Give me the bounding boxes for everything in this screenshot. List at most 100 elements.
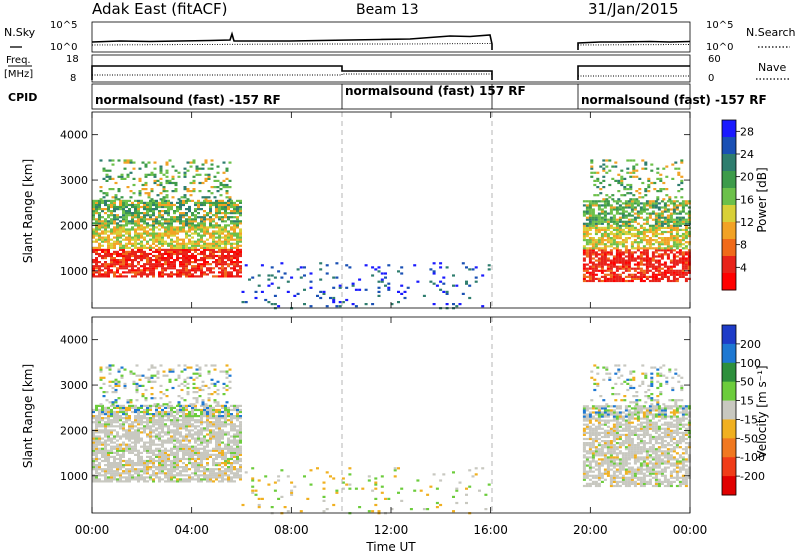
range-cell bbox=[119, 263, 122, 266]
range-cell bbox=[186, 376, 190, 379]
range-cell bbox=[137, 459, 140, 463]
range-cell bbox=[98, 464, 101, 467]
range-cell bbox=[635, 163, 639, 166]
range-cell bbox=[152, 429, 155, 432]
range-cell bbox=[185, 429, 188, 432]
range-cell bbox=[627, 253, 631, 256]
range-cell bbox=[107, 408, 110, 412]
range-cell bbox=[630, 204, 634, 207]
range-cell bbox=[221, 472, 224, 475]
range-cell bbox=[397, 301, 400, 304]
range-cell bbox=[615, 241, 619, 244]
range-cell bbox=[182, 439, 185, 442]
range-cell bbox=[267, 274, 271, 277]
range-cell bbox=[639, 239, 643, 242]
range-cell bbox=[149, 261, 152, 264]
range-cell bbox=[161, 472, 164, 475]
range-cell bbox=[194, 421, 197, 424]
range-cell bbox=[380, 278, 384, 281]
range-cell bbox=[197, 421, 200, 424]
range-cell bbox=[236, 265, 239, 268]
range-cell bbox=[131, 269, 134, 272]
range-cell bbox=[600, 263, 604, 266]
range-cell bbox=[134, 199, 137, 202]
range-cell bbox=[629, 175, 633, 178]
range-cell bbox=[182, 468, 185, 471]
range-cell bbox=[215, 259, 218, 262]
range-cell bbox=[215, 468, 218, 471]
range-cell bbox=[209, 203, 212, 207]
range-cell bbox=[95, 472, 98, 475]
range-cell bbox=[681, 220, 685, 223]
range-cell bbox=[390, 508, 394, 511]
range-cell bbox=[179, 261, 182, 264]
range-cell bbox=[236, 417, 239, 420]
range-cell bbox=[585, 423, 589, 426]
range-cell bbox=[639, 259, 643, 262]
range-cell bbox=[104, 480, 107, 483]
range-cell bbox=[125, 230, 128, 233]
range-cell bbox=[630, 241, 634, 244]
range-cell bbox=[110, 410, 113, 414]
range-cell bbox=[588, 444, 592, 447]
range-cell bbox=[615, 255, 619, 258]
range-cell bbox=[99, 378, 103, 381]
range-cell bbox=[212, 226, 215, 229]
range-cell bbox=[633, 257, 637, 260]
range-cell bbox=[608, 159, 612, 162]
range-cell bbox=[645, 251, 649, 254]
range-cell bbox=[143, 459, 146, 463]
range-cell bbox=[594, 216, 598, 219]
range-cell bbox=[591, 237, 595, 240]
range-cell bbox=[239, 410, 242, 414]
range-cell bbox=[140, 468, 143, 471]
range-cell bbox=[257, 479, 261, 482]
range-cell bbox=[170, 441, 173, 444]
range-cell bbox=[215, 208, 218, 211]
range-cell bbox=[609, 271, 613, 274]
range-cell bbox=[194, 257, 197, 260]
range-cell bbox=[642, 230, 646, 234]
range-cell bbox=[152, 459, 155, 463]
range-cell bbox=[606, 200, 610, 203]
range-cell bbox=[164, 413, 167, 416]
range-cell bbox=[227, 242, 230, 245]
range-cell bbox=[128, 212, 131, 215]
range-cell bbox=[603, 212, 607, 215]
range-cell bbox=[101, 480, 104, 483]
range-cell bbox=[663, 261, 667, 264]
range-cell bbox=[110, 242, 113, 245]
range-cell bbox=[179, 445, 182, 448]
range-cell bbox=[201, 401, 205, 404]
range-cell bbox=[203, 447, 206, 450]
range-cell bbox=[197, 453, 200, 456]
range-cell bbox=[588, 462, 592, 465]
range-cell bbox=[206, 470, 209, 473]
range-cell bbox=[642, 275, 646, 278]
range-cell bbox=[182, 417, 185, 420]
range-cell bbox=[224, 419, 227, 422]
range-cell bbox=[107, 429, 110, 432]
range-cell bbox=[672, 277, 676, 280]
range-cell bbox=[672, 237, 676, 240]
range-cell bbox=[155, 447, 158, 450]
range-cell bbox=[144, 399, 148, 402]
nsky-label: N.Sky bbox=[4, 26, 36, 39]
range-cell bbox=[194, 449, 197, 452]
range-cell bbox=[161, 459, 164, 463]
range-cell bbox=[648, 216, 652, 219]
range-cell bbox=[627, 261, 631, 264]
range-cell bbox=[612, 273, 616, 276]
range-cell bbox=[239, 408, 242, 412]
range-cell bbox=[224, 248, 227, 251]
range-cell bbox=[197, 265, 200, 268]
range-cell bbox=[128, 254, 131, 258]
range-cell bbox=[219, 183, 223, 187]
range-cell bbox=[161, 464, 164, 467]
range-cell bbox=[158, 257, 161, 260]
range-cell bbox=[218, 212, 221, 215]
range-cell bbox=[128, 199, 131, 202]
range-cell bbox=[206, 406, 209, 409]
range-cell bbox=[597, 212, 601, 215]
range-cell bbox=[194, 240, 197, 243]
